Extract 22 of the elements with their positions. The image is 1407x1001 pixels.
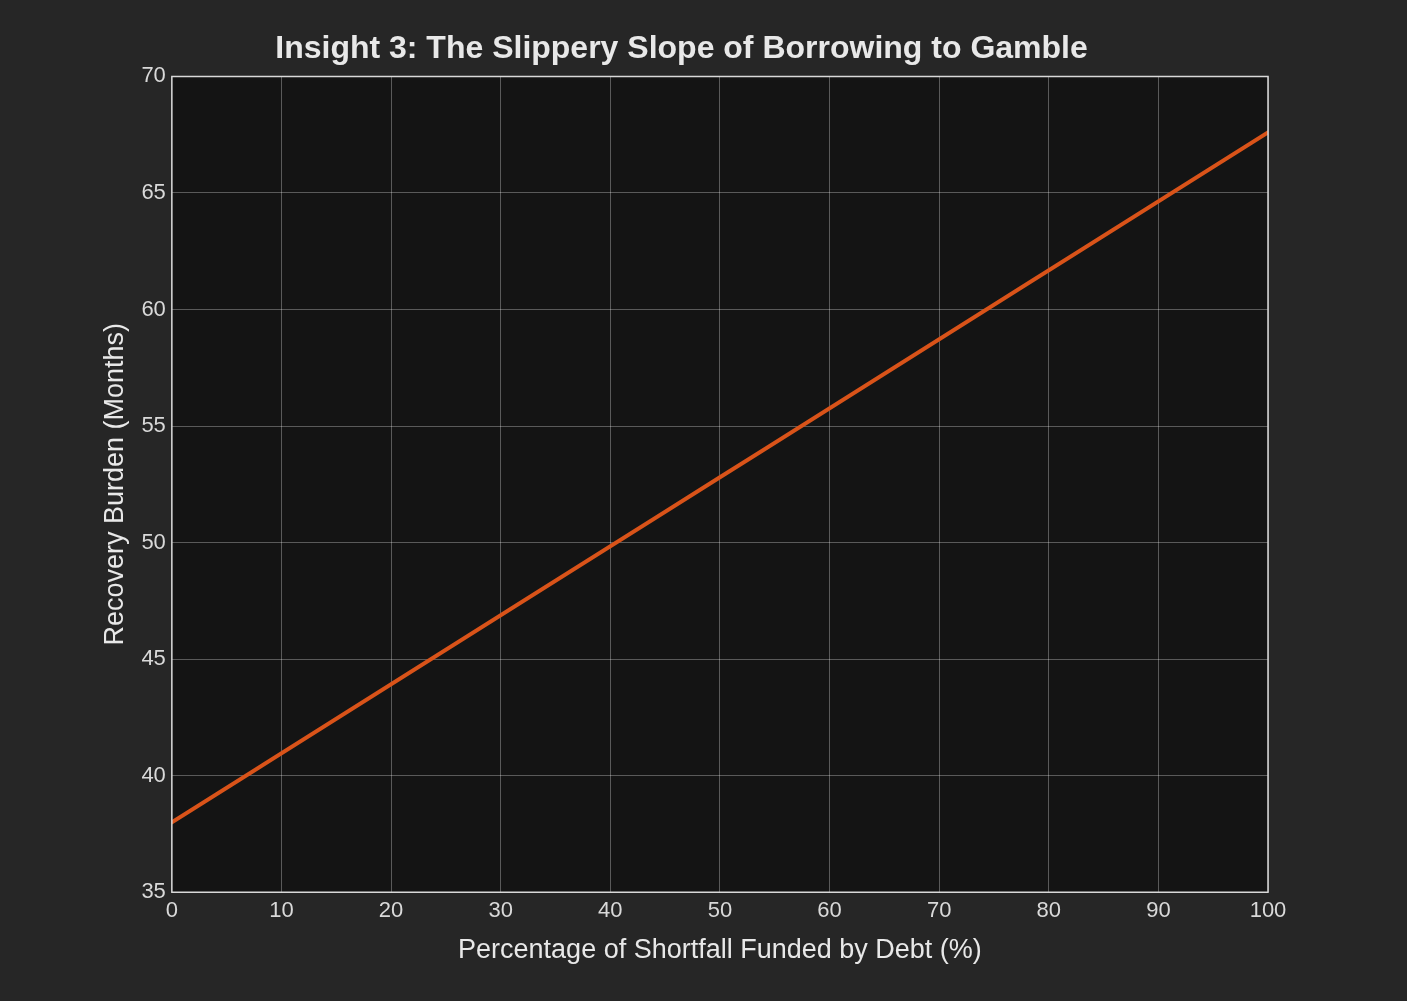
- y-tick-label: 65: [141, 179, 166, 205]
- y-tick-label: 35: [141, 878, 166, 904]
- x-tick-label: 30: [488, 897, 513, 923]
- y-tick-label: 45: [141, 645, 166, 671]
- x-tick-label: 80: [1036, 897, 1062, 923]
- y-tick-label: 50: [141, 528, 166, 554]
- y-tick-label: 55: [141, 412, 166, 438]
- chart-title: Insight 3: The Slippery Slope of Borrowing to Gamble: [275, 29, 1088, 66]
- x-tick-label: 60: [817, 897, 842, 923]
- x-tick-label: 10: [269, 897, 294, 923]
- x-tick-label: 70: [926, 897, 952, 923]
- x-tick-label: 0: [165, 897, 178, 923]
- x-tick-label: 100: [1249, 897, 1287, 923]
- x-tick-label: 40: [598, 897, 623, 923]
- y-tick-label: 40: [141, 761, 166, 787]
- y-axis-title: Recovery Burden (Months): [98, 322, 129, 646]
- x-tick-label: 90: [1146, 897, 1171, 923]
- y-tick-label: 60: [141, 295, 166, 321]
- x-tick-label: 20: [378, 897, 404, 923]
- x-axis-title: Percentage of Shortfall Funded by Debt (%): [458, 934, 982, 965]
- x-tick-label: 50: [707, 897, 733, 923]
- y-tick-label: 70: [141, 62, 166, 88]
